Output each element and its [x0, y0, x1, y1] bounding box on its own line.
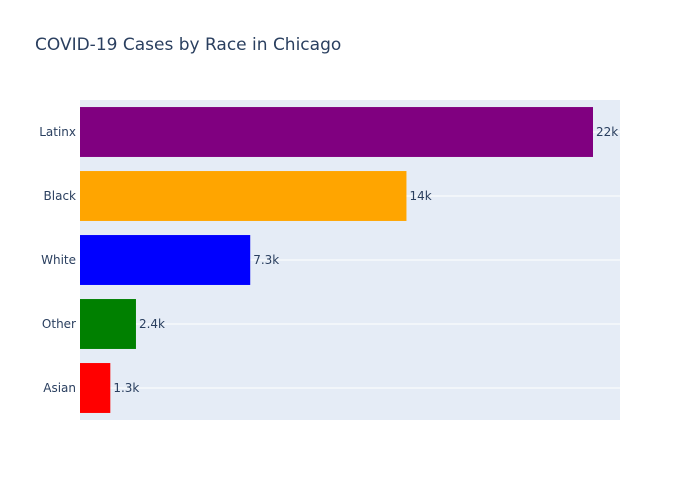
y-tick-label: Black: [44, 189, 77, 203]
bars: [80, 107, 593, 413]
data-labels: 22k 14k 7.3k 2.4k 1.3k: [113, 125, 618, 395]
bar-latinx: [80, 107, 593, 157]
bar-data-label: 2.4k: [139, 317, 165, 331]
y-axis-tick-labels: Latinx Black White Other Asian: [39, 125, 76, 395]
bar-data-label: 1.3k: [113, 381, 139, 395]
bar-asian: [80, 363, 111, 413]
bar-black: [80, 171, 407, 221]
y-tick-label: White: [41, 253, 76, 267]
y-tick-label: Asian: [43, 381, 76, 395]
y-tick-label: Latinx: [39, 125, 76, 139]
bar-data-label: 14k: [409, 189, 431, 203]
bar-data-label: 7.3k: [253, 253, 279, 267]
chart-title: COVID-19 Cases by Race in Chicago: [35, 35, 341, 55]
bar-data-label: 22k: [596, 125, 618, 139]
y-tick-label: Other: [42, 317, 76, 331]
bar-other: [80, 299, 136, 349]
bar-white: [80, 235, 251, 285]
